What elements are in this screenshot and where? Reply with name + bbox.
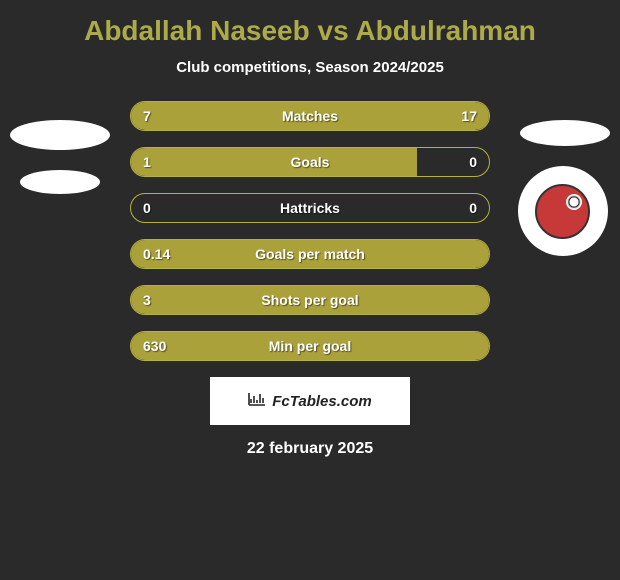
comparison-infographic: Abdallah Naseeb vs Abdulrahman Club comp… (0, 0, 620, 580)
player2-badge-area (515, 120, 610, 256)
player2-name: Abdulrahman (355, 15, 535, 46)
stat-label: Hattricks (280, 200, 340, 216)
bar-fill-left (131, 148, 417, 176)
page-title: Abdallah Naseeb vs Abdulrahman (0, 15, 620, 47)
club-crest-icon (535, 184, 590, 239)
player2-club-badge (518, 166, 608, 256)
stat-row: 3 Shots per goal (130, 285, 490, 315)
stat-label: Goals per match (255, 246, 365, 262)
stat-value-right: 17 (461, 108, 477, 124)
stat-row: 630 Min per goal (130, 331, 490, 361)
stat-row: 0.14 Goals per match (130, 239, 490, 269)
bar-fill-right (235, 102, 489, 130)
footer-date: 22 february 2025 (0, 440, 620, 458)
vs-text: vs (318, 15, 349, 46)
stat-row: 7 17 Matches (130, 101, 490, 131)
stat-value-left: 0 (143, 200, 151, 216)
stat-value-right: 0 (469, 154, 477, 170)
player2-badge-oval (520, 120, 610, 146)
stat-value-left: 630 (143, 338, 166, 354)
stat-label: Goals (291, 154, 330, 170)
chart-icon (248, 392, 266, 411)
stat-value-left: 3 (143, 292, 151, 308)
stat-row: 0 0 Hattricks (130, 193, 490, 223)
player1-badge-oval2 (20, 170, 100, 194)
brand-label: FcTables.com (272, 393, 371, 410)
brand-box: FcTables.com (210, 377, 410, 425)
stats-bars: 7 17 Matches 1 0 Goals 0 0 Hattricks 0.14 Goals pe… (130, 101, 490, 361)
stat-label: Min per goal (269, 338, 351, 354)
stat-value-left: 1 (143, 154, 151, 170)
subtitle: Club competitions, Season 2024/2025 (0, 59, 620, 76)
stat-label: Matches (282, 108, 338, 124)
player1-badge-area (10, 120, 110, 214)
player1-name: Abdallah Naseeb (84, 15, 310, 46)
stat-value-left: 0.14 (143, 246, 170, 262)
player1-badge-oval (10, 120, 110, 150)
stat-label: Shots per goal (261, 292, 358, 308)
stat-value-right: 0 (469, 200, 477, 216)
stat-row: 1 0 Goals (130, 147, 490, 177)
stat-value-left: 7 (143, 108, 151, 124)
